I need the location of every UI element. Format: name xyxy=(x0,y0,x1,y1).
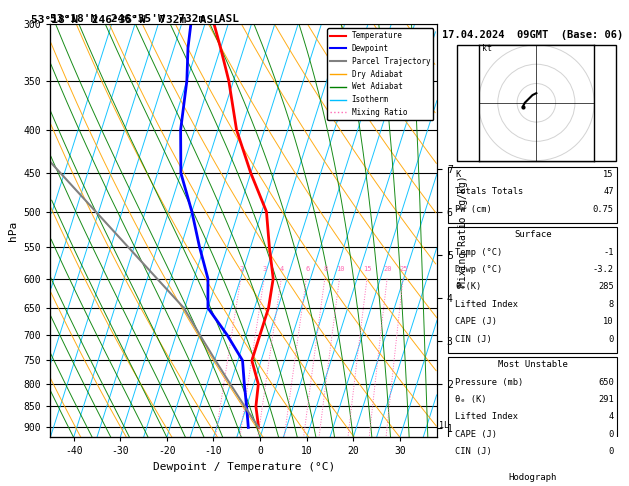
Y-axis label: Mixing Ratio (g/kg): Mixing Ratio (g/kg) xyxy=(459,175,468,287)
Text: -1: -1 xyxy=(603,248,614,257)
Legend: Temperature, Dewpoint, Parcel Trajectory, Dry Adiabat, Wet Adiabat, Isotherm, Mi: Temperature, Dewpoint, Parcel Trajectory… xyxy=(327,28,433,120)
Text: 8: 8 xyxy=(608,300,614,309)
Text: 2: 2 xyxy=(240,266,244,273)
FancyBboxPatch shape xyxy=(457,45,616,160)
Text: Temp (°C): Temp (°C) xyxy=(455,248,503,257)
Text: 6: 6 xyxy=(305,266,309,273)
Text: 15: 15 xyxy=(603,170,614,179)
Text: 53°18'N  246°35'W  732m  ASL: 53°18'N 246°35'W 732m ASL xyxy=(31,15,220,25)
Text: K: K xyxy=(455,170,460,179)
Text: 53°18'N  246°35'W  732m  ASL: 53°18'N 246°35'W 732m ASL xyxy=(50,14,239,23)
Text: Most Unstable: Most Unstable xyxy=(498,360,568,369)
Text: 17.04.2024  09GMT  (Base: 06): 17.04.2024 09GMT (Base: 06) xyxy=(442,31,623,40)
Y-axis label: hPa: hPa xyxy=(8,221,18,241)
FancyBboxPatch shape xyxy=(448,357,617,465)
Text: Dewp (°C): Dewp (°C) xyxy=(455,265,503,274)
Text: 47: 47 xyxy=(603,188,614,196)
Text: CAPE (J): CAPE (J) xyxy=(455,430,498,438)
FancyBboxPatch shape xyxy=(448,227,617,353)
Text: 0: 0 xyxy=(608,334,614,344)
Text: 0: 0 xyxy=(608,430,614,438)
Text: 20: 20 xyxy=(384,266,392,273)
Text: Lifted Index: Lifted Index xyxy=(455,300,518,309)
Text: 285: 285 xyxy=(598,282,614,292)
Text: kt: kt xyxy=(482,44,493,53)
Text: 25: 25 xyxy=(399,266,408,273)
Text: 0: 0 xyxy=(608,447,614,456)
Text: 650: 650 xyxy=(598,378,614,386)
Text: 10: 10 xyxy=(336,266,345,273)
Text: 15: 15 xyxy=(364,266,372,273)
Text: 10: 10 xyxy=(603,317,614,326)
X-axis label: Dewpoint / Temperature (°C): Dewpoint / Temperature (°C) xyxy=(153,462,335,472)
Text: θₑ(K): θₑ(K) xyxy=(455,282,482,292)
Text: PW (cm): PW (cm) xyxy=(455,205,492,214)
Text: CAPE (J): CAPE (J) xyxy=(455,317,498,326)
Text: 291: 291 xyxy=(598,395,614,404)
Text: Pressure (mb): Pressure (mb) xyxy=(455,378,523,386)
Text: Surface: Surface xyxy=(514,230,552,240)
Text: 3: 3 xyxy=(263,266,267,273)
FancyBboxPatch shape xyxy=(448,469,617,486)
Text: Lifted Index: Lifted Index xyxy=(455,412,518,421)
Text: CIN (J): CIN (J) xyxy=(455,334,492,344)
Text: 8: 8 xyxy=(323,266,328,273)
FancyBboxPatch shape xyxy=(448,167,617,223)
Text: Totals Totals: Totals Totals xyxy=(455,188,523,196)
Text: © weatheronline.co.uk: © weatheronline.co.uk xyxy=(484,424,581,434)
Text: -3.2: -3.2 xyxy=(593,265,614,274)
Text: 0.75: 0.75 xyxy=(593,205,614,214)
Text: CIN (J): CIN (J) xyxy=(455,447,492,456)
Text: 4: 4 xyxy=(280,266,284,273)
Text: θₑ (K): θₑ (K) xyxy=(455,395,487,404)
Text: Hodograph: Hodograph xyxy=(509,472,557,482)
Text: 4: 4 xyxy=(608,412,614,421)
Text: 1LCL: 1LCL xyxy=(440,421,459,430)
